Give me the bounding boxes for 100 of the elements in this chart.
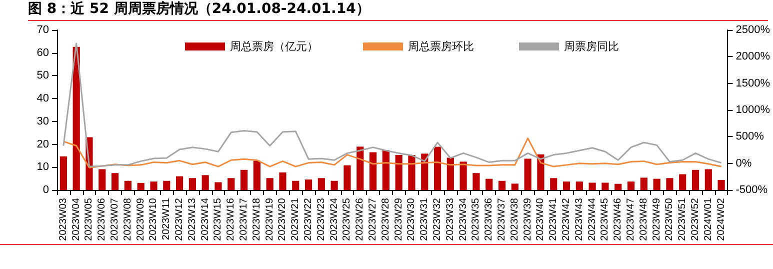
- bar: [446, 158, 454, 190]
- y-tick-label: 20: [36, 138, 49, 150]
- y-tick-label: 30: [36, 115, 49, 128]
- bar: [718, 180, 725, 190]
- bar: [640, 178, 648, 190]
- x-tick-label: 2023W13: [186, 198, 198, 241]
- x-tick-label: 2023W46: [612, 198, 624, 241]
- bar: [304, 179, 312, 190]
- x-tick-label: 2023W11: [161, 198, 172, 240]
- legend-label: 周总票房环比: [408, 40, 474, 53]
- x-tick-label: 2023W15: [212, 198, 224, 241]
- chart-title: 图 8：近 52 周周票房情况（24.01.08-24.01.14）: [28, 1, 768, 21]
- x-tick-label: 2023W29: [393, 198, 404, 241]
- x-tick-label: 2023W31: [419, 198, 430, 241]
- y-tick-label: 50: [36, 70, 49, 82]
- y2-tick-label: 0%: [736, 157, 752, 170]
- bar: [163, 180, 170, 190]
- bar: [408, 155, 416, 190]
- bar: [704, 169, 712, 190]
- x-tick-label: 2023W50: [664, 198, 676, 241]
- legend-label: 周总票房（亿元）: [230, 40, 318, 53]
- x-tick-label: 2023W19: [264, 198, 276, 241]
- bar: [228, 178, 235, 190]
- bar: [653, 178, 660, 190]
- x-tick-label: 2023W28: [380, 198, 392, 241]
- bar: [562, 182, 570, 190]
- y-tick-label: 0: [42, 184, 49, 196]
- bar: [292, 180, 300, 190]
- y2-tick-label: 2000%: [736, 50, 770, 63]
- x-tick-label: 2023W16: [226, 198, 237, 241]
- x-tick-label: 2023W18: [251, 198, 262, 241]
- x-tick-label: 2023W07: [110, 198, 121, 241]
- x-tick-label: 2023W52: [690, 198, 701, 241]
- x-tick-label: 2023W36: [484, 198, 495, 241]
- x-tick-label: 2023W17: [238, 198, 250, 241]
- bar: [524, 158, 532, 190]
- x-tick-label: 2023W40: [535, 198, 546, 241]
- bar: [498, 180, 506, 190]
- x-tick-label: 2023W35: [470, 198, 482, 241]
- bar: [369, 152, 377, 190]
- x-tick-label: 2023W12: [174, 198, 186, 241]
- y2-tick-label: 1000%: [736, 104, 770, 116]
- x-tick-label: 2024W02: [716, 198, 727, 241]
- y2-tick-label: 2500%: [736, 24, 770, 36]
- y2-tick-label: -500%: [736, 184, 768, 196]
- x-tick-label: 2023W45: [600, 198, 611, 241]
- x-tick-label: 2023W20: [277, 198, 288, 241]
- bar: [150, 182, 158, 190]
- bar: [279, 172, 286, 190]
- x-tick-label: 2023W48: [638, 198, 650, 241]
- x-tick-label: 2023W25: [342, 198, 353, 241]
- x-tick-label: 2023W04: [70, 198, 82, 241]
- bar: [124, 180, 132, 190]
- y-tick-label: 70: [36, 24, 49, 36]
- x-tick-label: 2023W51: [677, 198, 688, 241]
- bar: [112, 173, 119, 190]
- bar: [588, 182, 596, 190]
- bar: [137, 182, 144, 190]
- bar: [202, 175, 209, 190]
- x-tick-label: 2023W39: [522, 198, 534, 241]
- x-tick-label: 2023W06: [96, 198, 108, 241]
- line-series: [62, 42, 722, 168]
- x-tick-label: 2023W33: [444, 198, 456, 241]
- bar: [460, 162, 467, 190]
- x-tick-label: 2023W23: [316, 198, 327, 241]
- bar: [318, 178, 325, 190]
- x-tick-label: 2024W01: [702, 198, 714, 241]
- bar: [214, 182, 222, 190]
- x-tick-label: 2023W41: [548, 198, 560, 241]
- bar: [666, 178, 674, 190]
- y-tick-label: 10: [36, 161, 49, 174]
- x-tick-label: 2023W47: [626, 198, 637, 241]
- bar: [356, 146, 364, 190]
- line-series: [62, 138, 722, 168]
- y2-tick-label: 1500%: [736, 77, 770, 90]
- bar: [60, 156, 67, 190]
- bar: [188, 178, 196, 190]
- x-tick-label: 2023W42: [561, 198, 572, 241]
- bar: [344, 165, 351, 190]
- x-tick-label: 2023W43: [574, 198, 585, 241]
- bar: [395, 155, 402, 190]
- x-tick-label: 2023W32: [432, 198, 444, 241]
- x-tick-label: 2023W08: [122, 198, 134, 241]
- x-tick-label: 2023W05: [84, 198, 95, 241]
- bar: [614, 184, 622, 190]
- bar: [627, 182, 635, 190]
- bar: [472, 173, 480, 190]
- x-tick-label: 2023W22: [303, 198, 314, 241]
- x-tick-label: 2023W34: [458, 198, 469, 241]
- bar: [679, 174, 686, 190]
- bar: [253, 160, 260, 190]
- y-tick-label: 60: [36, 46, 49, 59]
- bar: [382, 150, 390, 190]
- x-tick-label: 2023W27: [368, 198, 379, 241]
- x-tick-label: 2023W21: [290, 198, 302, 241]
- bar: [537, 154, 544, 190]
- y-tick-label: 40: [36, 92, 49, 105]
- bar: [602, 182, 609, 190]
- x-tick-label: 2023W10: [148, 198, 160, 241]
- bar: [240, 170, 248, 190]
